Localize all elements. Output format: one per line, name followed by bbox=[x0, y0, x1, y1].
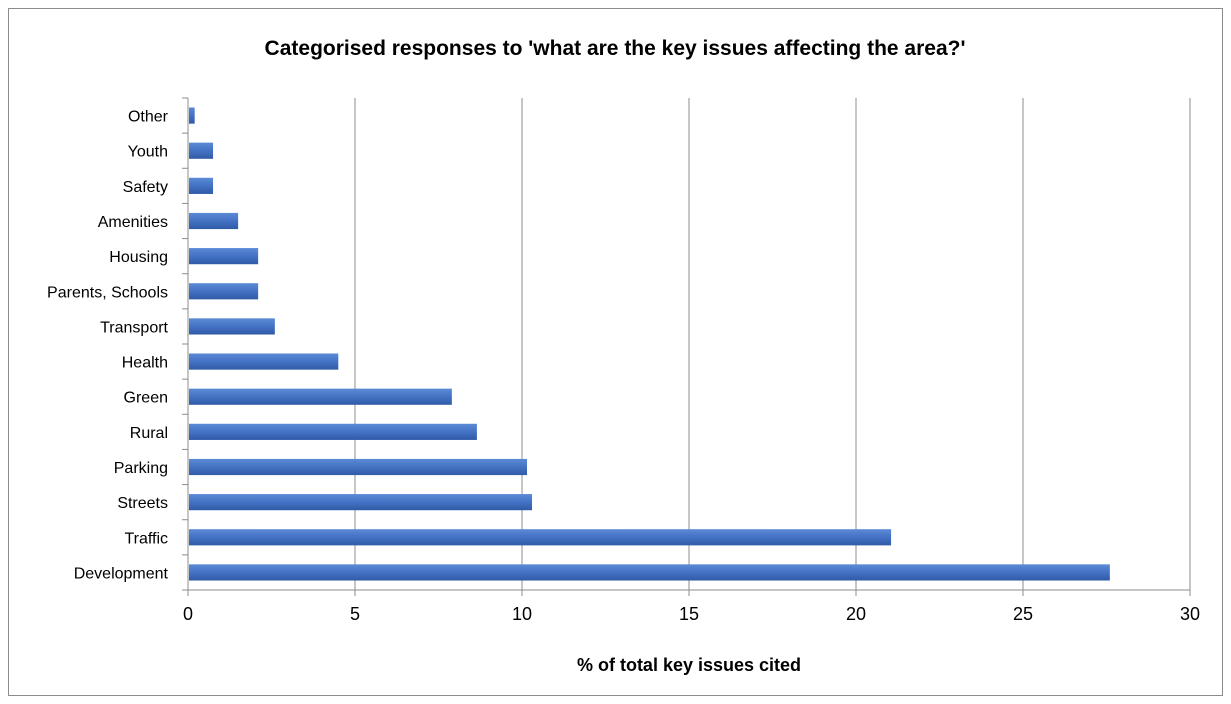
bar bbox=[189, 177, 214, 194]
x-tick-label: 30 bbox=[1180, 604, 1200, 624]
chart-title: Categorised responses to 'what are the k… bbox=[265, 37, 966, 60]
x-tick-label: 5 bbox=[350, 604, 360, 624]
bar bbox=[189, 494, 533, 511]
category-label: Parking bbox=[114, 460, 168, 477]
x-tick-label: 25 bbox=[1013, 604, 1033, 624]
x-tick-label: 20 bbox=[846, 604, 866, 624]
axes bbox=[182, 97, 1191, 596]
bars bbox=[189, 107, 1110, 581]
bar bbox=[189, 353, 339, 370]
x-tick-labels: 0 5 10 15 20 25 30 bbox=[183, 604, 1200, 624]
category-labels: Development Traffic Streets Parking Rural Gre… bbox=[47, 109, 169, 583]
bar bbox=[189, 564, 1110, 581]
bar bbox=[189, 388, 452, 405]
category-label: Transport bbox=[100, 319, 168, 336]
bar bbox=[189, 248, 259, 265]
category-label: Green bbox=[124, 390, 168, 407]
x-tick-label: 0 bbox=[183, 604, 193, 624]
x-axis-title: % of total key issues cited bbox=[577, 655, 801, 675]
category-label: Housing bbox=[109, 249, 168, 266]
category-label: Parents, Schools bbox=[47, 284, 168, 301]
x-tick-label: 15 bbox=[679, 604, 699, 624]
category-label: Safety bbox=[123, 179, 168, 196]
bar bbox=[189, 212, 239, 230]
category-label: Rural bbox=[130, 425, 168, 442]
category-label: Other bbox=[128, 109, 169, 126]
bar bbox=[189, 107, 195, 124]
bar bbox=[189, 529, 892, 546]
category-label: Amenities bbox=[98, 214, 168, 231]
category-label: Traffic bbox=[124, 530, 168, 547]
category-label: Streets bbox=[117, 495, 168, 512]
bar bbox=[189, 423, 477, 440]
category-label: Health bbox=[122, 355, 168, 372]
bar bbox=[189, 318, 275, 335]
category-label: Development bbox=[74, 565, 169, 582]
gridlines bbox=[354, 98, 1191, 590]
bar bbox=[189, 458, 528, 476]
bar bbox=[189, 283, 259, 300]
category-label: Youth bbox=[128, 144, 168, 161]
x-tick-label: 10 bbox=[512, 604, 532, 624]
chart-frame bbox=[8, 8, 1223, 696]
bar bbox=[189, 142, 214, 159]
